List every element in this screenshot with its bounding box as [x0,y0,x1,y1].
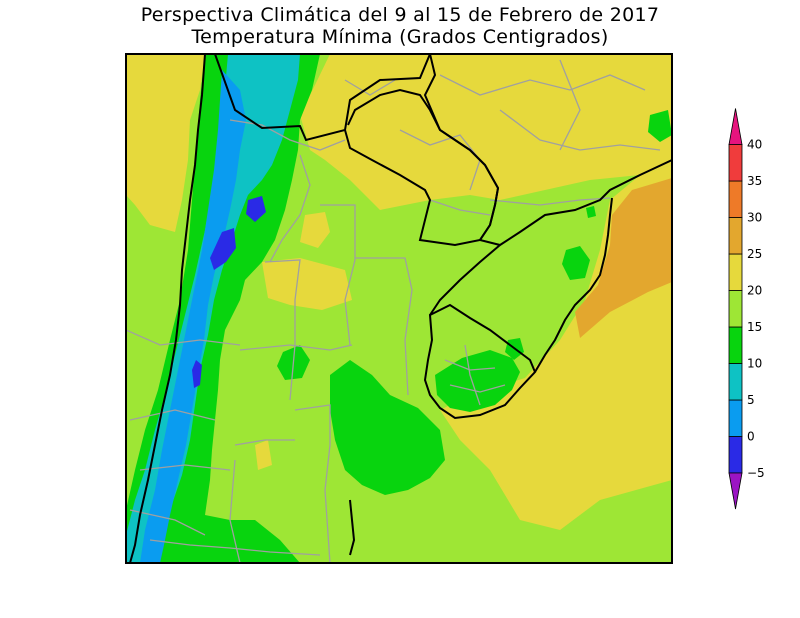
field-10-15-blob4 [648,110,672,142]
colorbar-over-arrow [728,108,743,145]
province-line [229,119,346,151]
colorbar-segment [728,180,743,218]
bolivia-border [214,54,431,142]
colorbar-under-arrow [728,472,743,510]
argentina-brazil-border [429,244,501,316]
field-neg5-0-peak1 [246,196,266,222]
colorbar-segment [728,217,743,255]
field-10-15-blob5 [586,206,596,218]
colorbar-tick-label: −5 [747,466,765,480]
field-25-30-ocean [575,178,672,338]
field-10-15-center [330,360,445,495]
province-line [344,79,396,96]
map-title: Perspectiva Climática del 9 al 15 de Feb… [140,4,660,26]
field-10-15-uruguay [435,350,520,412]
colorbar: −5 0 5 10 15 20 25 30 35 40 [728,108,765,510]
province-line [449,384,506,393]
province-borders [126,59,661,563]
uruguay-brazil-coast [534,197,613,373]
province-line [439,74,646,96]
province-line [264,259,301,401]
province-line [129,509,206,536]
colorbar-tick-label: 25 [747,247,762,261]
colorbar-segment [728,326,743,364]
province-line [139,464,231,471]
colorbar-tick-label: 0 [747,430,755,444]
province-line [269,154,311,263]
field-20-25-south [255,440,272,470]
province-line [149,539,321,556]
brazil-border [423,54,672,247]
province-line [559,59,581,151]
province-line [499,109,661,151]
country-borders [129,54,672,563]
colorbar-tick-label: 5 [747,393,755,407]
map-frame [125,53,673,564]
uruguay-border [423,303,537,420]
colorbar-segment [728,290,743,328]
field-neg5-0-peak2 [210,228,236,270]
province-line [126,329,241,346]
province-line [399,129,481,191]
colorbar-segment [728,144,743,182]
chile-argentina-border [129,54,206,563]
province-line [464,344,481,406]
colorbar-tick-label: 35 [747,174,762,188]
colorbar-segment [728,436,743,474]
field-10-15-blob2 [562,246,590,280]
province-line [355,257,413,396]
colorbar-segment [728,363,743,401]
province-line [294,404,331,563]
province-line [444,359,496,371]
field-20-25-central [262,258,352,310]
colorbar-segment [728,399,743,437]
colorbar-tick-label: 40 [747,138,762,152]
province-line [239,344,353,351]
field-neg5-0-peak3 [192,360,202,388]
colorbar-tick-label: 15 [747,320,762,334]
atlantic-coast [349,499,356,556]
field-20-25-blob [300,212,330,248]
province-line [429,199,491,216]
province-line [320,204,356,346]
field-20-25-west [126,54,205,232]
temperature-field [126,54,672,563]
field-0-5-andes [140,70,246,563]
colorbar-tick-label: 30 [747,211,762,225]
colorbar-tick-label: 10 [747,357,762,371]
colorbar-segment [728,253,743,291]
map-subtitle: Temperatura Mínima (Grados Centigrados) [191,26,609,48]
province-line [234,439,295,446]
province-line [129,409,216,421]
province-line [489,197,611,206]
colorbar-tick-label: 20 [747,284,762,298]
